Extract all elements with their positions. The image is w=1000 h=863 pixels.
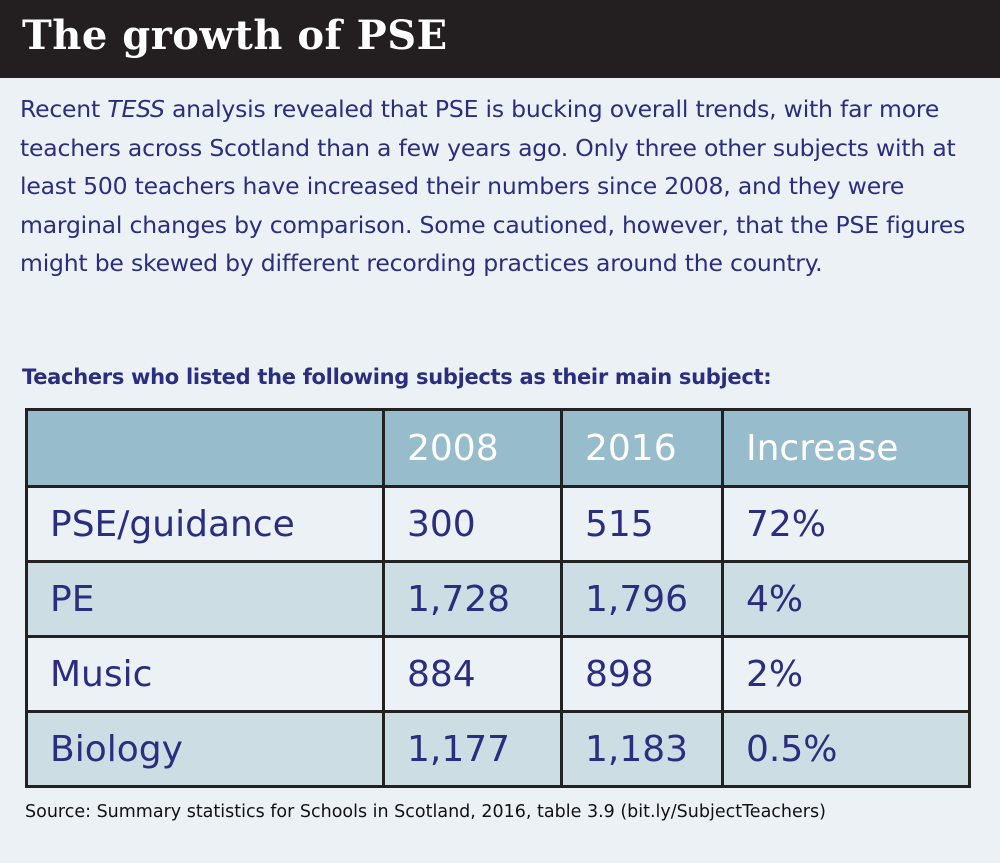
header-cell: 2016 bbox=[560, 408, 724, 488]
table-row: Music 884 898 2% bbox=[25, 635, 971, 713]
header-cell: 2008 bbox=[382, 408, 563, 488]
table-row: PE 1,728 1,796 4% bbox=[25, 560, 971, 638]
table-cell: 515 bbox=[560, 485, 724, 563]
source-note: Source: Summary statistics for Schools i… bbox=[25, 802, 826, 822]
title-bar: The growth of PSE bbox=[0, 0, 1000, 78]
table-row: Biology 1,177 1,183 0.5% bbox=[25, 710, 971, 788]
table-cell: 0.5% bbox=[721, 710, 971, 788]
table-cell: 300 bbox=[382, 485, 563, 563]
table-cell: 898 bbox=[560, 635, 724, 713]
row-label: PSE/guidance bbox=[25, 485, 385, 563]
table-header-row: 2008 2016 Increase bbox=[25, 408, 971, 488]
data-table: 2008 2016 Increase PSE/guidance 300 515 … bbox=[25, 408, 971, 788]
table-cell: 1,177 bbox=[382, 710, 563, 788]
intro-text: Recent bbox=[20, 95, 108, 123]
table-cell: 72% bbox=[721, 485, 971, 563]
table-cell: 2% bbox=[721, 635, 971, 713]
intro-publication: TESS bbox=[107, 95, 165, 123]
table-title: Teachers who listed the following subjec… bbox=[22, 365, 772, 389]
row-label: PE bbox=[25, 560, 385, 638]
table-cell: 1,728 bbox=[382, 560, 563, 638]
table-cell: 884 bbox=[382, 635, 563, 713]
intro-paragraph: Recent TESS analysis revealed that PSE i… bbox=[20, 90, 995, 283]
table-cell: 1,796 bbox=[560, 560, 724, 638]
table-row: PSE/guidance 300 515 72% bbox=[25, 485, 971, 563]
row-label: Biology bbox=[25, 710, 385, 788]
page-title: The growth of PSE bbox=[22, 12, 448, 59]
intro-text-rest: analysis revealed that PSE is bucking ov… bbox=[20, 95, 966, 277]
header-cell bbox=[25, 408, 385, 488]
table-cell: 1,183 bbox=[560, 710, 724, 788]
header-cell: Increase bbox=[721, 408, 971, 488]
row-label: Music bbox=[25, 635, 385, 713]
table-cell: 4% bbox=[721, 560, 971, 638]
